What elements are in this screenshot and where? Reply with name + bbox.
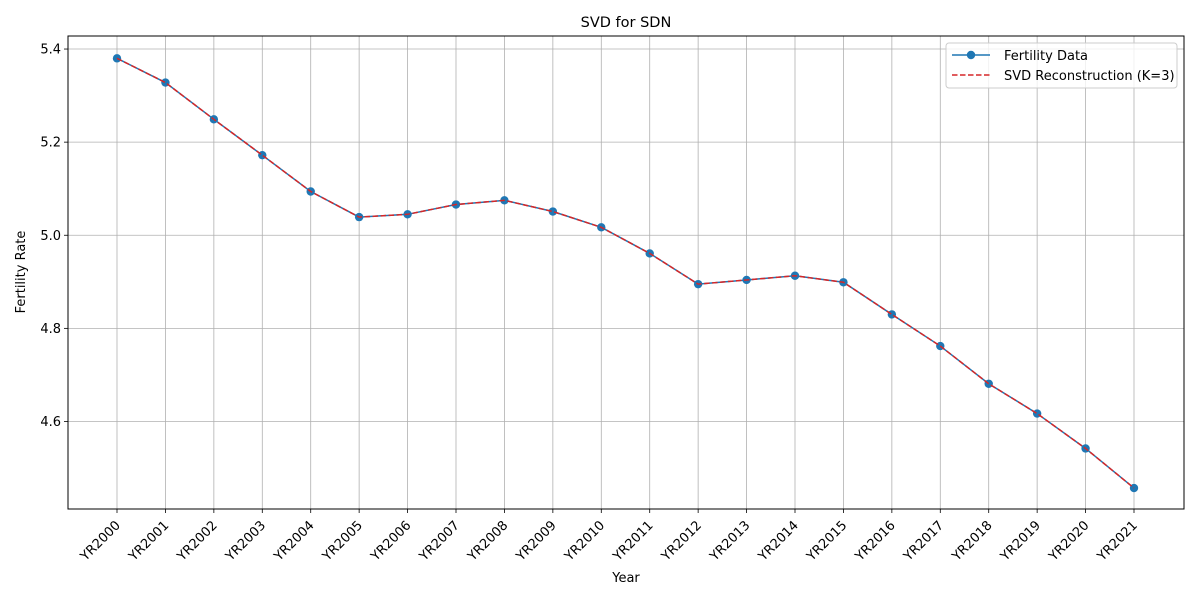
y-tick-label: 5.4 <box>40 43 61 58</box>
x-axis-label: Year <box>611 571 640 586</box>
legend-svd-label: SVD Reconstruction (K=3) <box>1004 69 1175 84</box>
y-tick-label: 5.2 <box>40 136 61 151</box>
svd-reconstruction-line <box>116 57 1135 489</box>
series-group <box>112 54 1139 493</box>
legend-fertility-marker <box>966 50 976 60</box>
fertility-data-point <box>548 207 558 216</box>
legend-box <box>945 42 1178 89</box>
y-tick-label: 4.6 <box>40 415 61 430</box>
y-tick-label: 4.8 <box>40 322 61 337</box>
y-axis-label: Fertility Rate <box>14 231 29 314</box>
fertility-data-point <box>887 310 897 319</box>
chart-title: SVD for SDN <box>581 15 672 31</box>
y-tick-label: 5.0 <box>40 229 61 244</box>
y-axis: 4.6 4.8 5.0 5.2 5.4 <box>40 43 68 430</box>
legend-fertility-label: Fertility Data <box>1004 49 1088 64</box>
legend: Fertility Data SVD Reconstruction (K=3) <box>945 42 1178 89</box>
plot-frame <box>67 35 1185 510</box>
grid-lines <box>68 36 1184 509</box>
